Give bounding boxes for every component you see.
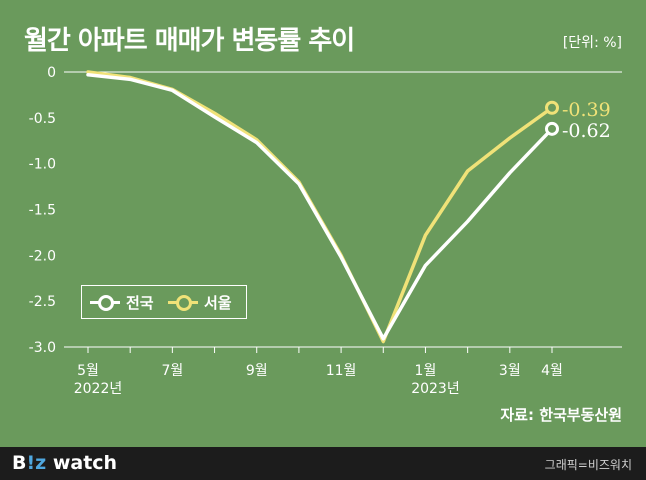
x-year-label: 2022년 (74, 381, 123, 397)
series-end-label: -0.39 (562, 99, 611, 121)
y-tick-label: -2.5 (29, 294, 56, 310)
brand-logo: B!z watch (12, 452, 118, 474)
legend-label-national: 전국 (126, 293, 154, 312)
legend-item-seoul: 서울 (168, 286, 232, 318)
footer-bar: B!z watch 그래픽=비즈워치 (0, 447, 646, 480)
y-tick-label: -3.0 (29, 340, 56, 356)
x-tick-label: 4월 (541, 363, 563, 379)
x-tick-label: 7월 (161, 363, 183, 379)
x-tick-label: 9월 (246, 363, 268, 379)
x-tick-label: 5월 (77, 363, 99, 379)
chart-title: 월간 아파트 매매가 변동률 추이 (24, 26, 355, 56)
legend: 전국 서울 (81, 285, 247, 319)
legend-line-icon (90, 294, 120, 311)
series-end-point (545, 121, 559, 136)
x-tick-label: 1월 (415, 363, 437, 379)
line-chart: 0 -0.5 -1.0 -1.5 -2.0 -2.5 -3.0 5월 7월 9월 11월 1월 3월 4월… (29, 65, 622, 397)
y-tick-label: -0.5 (29, 111, 56, 127)
y-tick-label: -2.0 (29, 248, 56, 264)
y-tick-label: -1.0 (29, 157, 56, 173)
series-end-label: -0.62 (562, 120, 611, 142)
source-note: 자료: 한국부동산원 (500, 406, 622, 424)
legend-line-icon (168, 294, 198, 311)
legend-label-seoul: 서울 (204, 293, 232, 312)
legend-item-national: 전국 (90, 286, 154, 318)
x-year-label: 2023년 (411, 381, 460, 397)
x-tick-label: 11월 (326, 363, 357, 379)
x-tick-label: 3월 (499, 363, 521, 379)
y-tick-label: -1.5 (29, 203, 56, 219)
y-tick-label: 0 (47, 65, 56, 81)
graphic-credit: 그래픽=비즈워치 (544, 458, 632, 472)
series-line-national (86, 73, 554, 341)
unit-label: [단위: %] (562, 35, 622, 51)
series-end-point (545, 100, 559, 115)
